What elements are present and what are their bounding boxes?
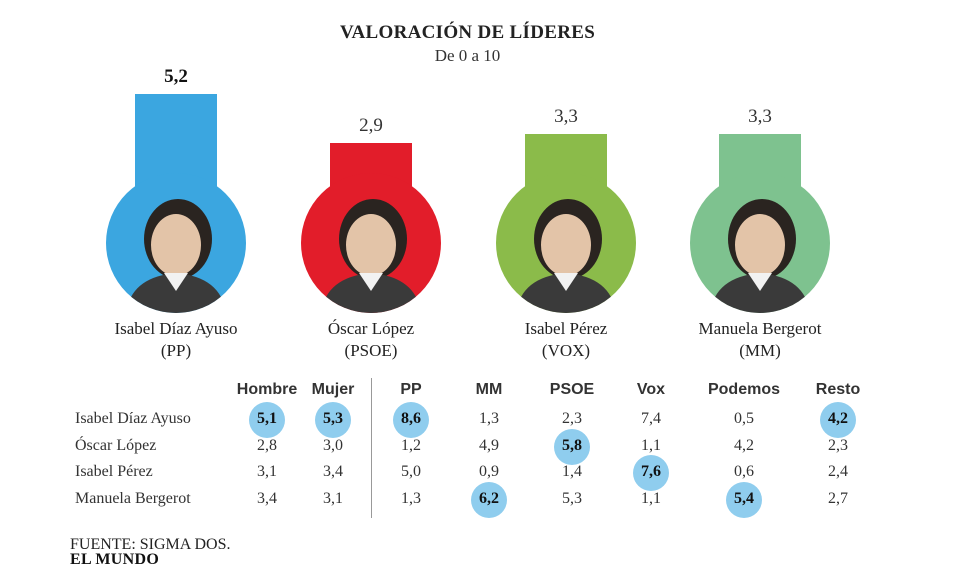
row-label: Óscar López <box>75 437 157 454</box>
row-label: Isabel Pérez <box>75 463 153 480</box>
table-cell: 2,3 <box>828 437 848 454</box>
leader-name-block: Óscar López (PSOE) <box>281 318 461 362</box>
table-cell: 4,2 <box>734 437 754 454</box>
row-label: Isabel Díaz Ayuso <box>75 410 191 427</box>
highlight-bubble <box>471 482 507 518</box>
row-label: Manuela Bergerot <box>75 490 191 507</box>
leader-3: 3,3 Isabel Pérez (VOX) <box>476 0 656 370</box>
highlight-bubble <box>249 402 285 438</box>
source-note: FUENTE: SIGMA DOS. <box>70 536 231 553</box>
table-cell: 4,9 <box>479 437 499 454</box>
column-header: Podemos <box>707 381 780 398</box>
leader-portrait <box>496 173 636 313</box>
column-header: MM <box>475 381 503 398</box>
score-label: 3,3 <box>748 106 772 128</box>
chart-subtitle: De 0 a 10 <box>434 46 501 65</box>
leader-portrait <box>690 173 830 313</box>
leader-4: 3,3 Manuela Bergerot (MM) <box>670 0 850 370</box>
highlight-bubble <box>554 429 590 465</box>
table-cell: 4,2 <box>828 410 848 427</box>
table-cell: 1,1 <box>641 437 661 454</box>
table-cell: 5,8 <box>562 437 582 454</box>
table-cell: 1,3 <box>479 410 499 427</box>
table-cell: 3,1 <box>323 490 343 507</box>
leader-name-block: Manuela Bergerot (MM) <box>670 318 850 362</box>
person-silhouette-icon <box>516 199 616 313</box>
table-cell: 5,3 <box>323 410 343 427</box>
table-cell: 5,4 <box>734 490 754 507</box>
table-cell: 3,4 <box>257 490 277 507</box>
table-cell: 0,5 <box>734 410 754 427</box>
score-label: 2,9 <box>359 114 383 136</box>
table-cell: 3,4 <box>323 463 343 480</box>
column-header: Vox <box>636 381 666 398</box>
highlight-bubble <box>726 482 762 518</box>
column-header: PSOE <box>549 381 595 398</box>
brand-logo: EL MUNDO <box>70 551 160 568</box>
table-cell: 3,1 <box>257 463 277 480</box>
table-cell: 7,6 <box>641 463 661 480</box>
table-cell: 0,9 <box>479 463 499 480</box>
leader-name-block: Isabel Díaz Ayuso (PP) <box>86 318 266 362</box>
leader-name-block: Isabel Pérez (VOX) <box>476 318 656 362</box>
table-cell: 1,1 <box>641 490 661 507</box>
table-cell: 1,2 <box>401 437 421 454</box>
table-cell: 2,4 <box>828 463 848 480</box>
highlight-bubble <box>315 402 351 438</box>
column-header: PP <box>400 381 422 398</box>
leader-1: 5,2 Isabel Díaz Ayuso (PP) <box>86 0 266 370</box>
table-cell: 5,0 <box>401 463 421 480</box>
table-cell: 8,6 <box>401 410 421 427</box>
highlight-bubble <box>633 455 669 491</box>
person-silhouette-icon <box>321 199 421 313</box>
score-label: 5,2 <box>164 65 188 87</box>
table-cell: 3,0 <box>323 437 343 454</box>
table-cell: 5,3 <box>562 490 582 507</box>
leader-party: (VOX) <box>541 341 591 360</box>
table-cell: 6,2 <box>479 490 499 507</box>
leader-name: Isabel Díaz Ayuso <box>114 319 238 338</box>
highlight-bubble <box>820 402 856 438</box>
table-cell: 1,4 <box>562 463 582 480</box>
table-cell: 7,4 <box>641 410 661 427</box>
leader-portrait <box>301 173 441 313</box>
table-cell: 1,3 <box>401 490 421 507</box>
table-cell: 5,1 <box>257 410 277 427</box>
leader-name: Isabel Pérez <box>524 319 608 338</box>
chart-title: VALORACIÓN DE LÍDERES <box>339 22 596 43</box>
highlight-bubble <box>393 402 429 438</box>
leader-name: Óscar López <box>327 319 415 338</box>
leader-party: (MM) <box>739 341 781 360</box>
leader-portrait <box>106 173 246 313</box>
leader-party: (PSOE) <box>344 341 398 360</box>
leader-party: (PP) <box>160 341 192 360</box>
table-cell: 0,6 <box>734 463 754 480</box>
person-silhouette-icon <box>710 199 810 313</box>
leader-2: 2,9 Óscar López (PSOE) <box>281 0 461 370</box>
column-header: Hombre <box>236 381 298 398</box>
table-cell: 2,3 <box>562 410 582 427</box>
table-cell: 2,7 <box>828 490 848 507</box>
column-header: Resto <box>815 381 861 398</box>
table-divider <box>371 378 372 518</box>
score-label: 3,3 <box>554 106 578 128</box>
column-header: Mujer <box>311 381 355 398</box>
person-silhouette-icon <box>126 199 226 313</box>
table-cell: 2,8 <box>257 437 277 454</box>
leader-name: Manuela Bergerot <box>698 319 822 338</box>
